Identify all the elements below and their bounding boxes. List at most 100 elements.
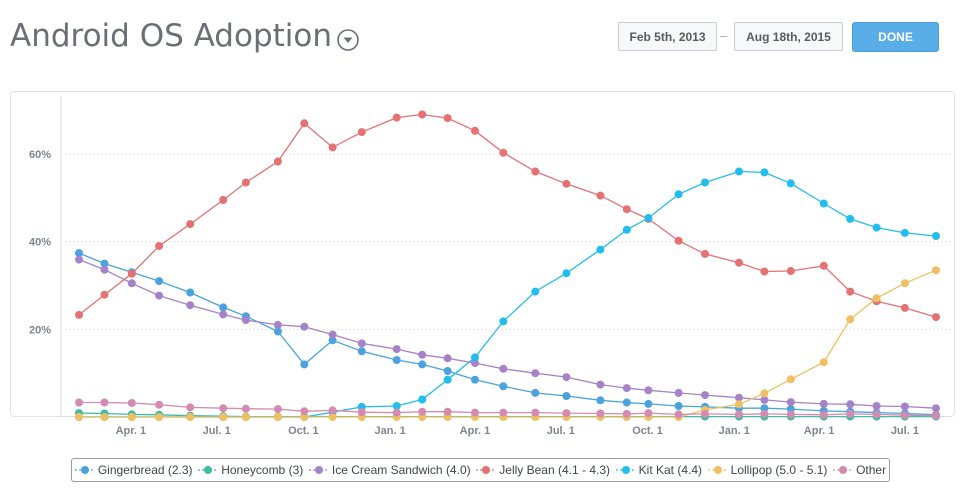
legend-item[interactable]: Ice Cream Sandwich (4.0) (308, 463, 471, 477)
y-tick-label: 60% (29, 149, 51, 161)
data-point (701, 409, 709, 418)
data-point (819, 199, 828, 208)
data-point (155, 242, 164, 250)
data-point (273, 405, 282, 414)
data-point (75, 249, 83, 258)
data-point (127, 279, 136, 288)
legend-swatch-icon (833, 466, 854, 474)
series-line (78, 258, 937, 409)
data-point (273, 327, 282, 336)
series-0 (75, 249, 940, 419)
data-point (622, 205, 631, 214)
end-date-input[interactable]: Aug 18th, 2015 (734, 22, 843, 51)
data-point (872, 223, 881, 232)
data-point (219, 404, 228, 413)
data-point (760, 168, 769, 177)
data-point (499, 364, 508, 373)
y-tick-label: 20% (29, 324, 51, 336)
data-point (186, 403, 195, 412)
data-point (846, 287, 855, 296)
data-point (328, 406, 337, 415)
data-point (186, 413, 195, 421)
data-point (471, 353, 479, 362)
data-point (499, 408, 508, 417)
data-point (596, 409, 605, 418)
legend-item[interactable]: Lollipop (5.0 - 5.1) (707, 463, 827, 477)
legend-swatch-icon (198, 466, 219, 474)
data-point (127, 413, 136, 421)
data-point (872, 402, 881, 410)
data-point (562, 179, 571, 188)
data-point (760, 409, 769, 418)
data-point (100, 290, 109, 299)
data-point (328, 143, 337, 152)
data-point (735, 258, 743, 267)
data-point (735, 400, 743, 409)
data-point (418, 407, 427, 416)
data-point (328, 336, 337, 345)
data-point (900, 411, 909, 420)
data-point (499, 382, 508, 391)
data-point (531, 388, 540, 397)
data-point (328, 330, 337, 339)
done-button[interactable]: DONE (852, 22, 939, 52)
data-point (75, 413, 83, 421)
data-point (300, 322, 309, 331)
data-point (531, 369, 540, 378)
data-point (241, 316, 250, 325)
data-point (219, 196, 228, 204)
data-point (75, 310, 83, 319)
data-point (760, 389, 769, 398)
start-date-input[interactable]: Feb 5th, 2013 (618, 22, 717, 51)
legend-item[interactable]: Jelly Bean (4.1 - 4.3) (476, 463, 610, 477)
data-point (219, 303, 228, 312)
data-point (155, 291, 164, 300)
data-point (819, 410, 828, 419)
data-point (241, 413, 250, 421)
data-point (100, 259, 109, 268)
series-line (78, 252, 937, 416)
data-point (100, 265, 109, 274)
data-point (846, 214, 855, 223)
data-point (471, 359, 479, 368)
adoption-line-chart: 20% 40% 60% Apr. 1 Jul. 1 Oct. 1 Jan. 1 Apr. 1 J… (29, 96, 951, 437)
data-point (701, 391, 709, 400)
legend-item[interactable]: Gingerbread (2.3) (74, 463, 193, 477)
data-point (300, 360, 309, 369)
data-point (932, 404, 940, 413)
legend-label: Honeycomb (3) (221, 463, 304, 477)
data-point (644, 214, 653, 222)
data-point (418, 350, 427, 359)
data-point (392, 113, 401, 122)
legend-swatch-icon (476, 466, 497, 474)
legend-swatch-icon (707, 466, 728, 474)
data-point (499, 317, 508, 326)
chevron-down-icon[interactable] (337, 29, 359, 51)
data-point (900, 402, 909, 411)
legend-item[interactable]: Other (833, 463, 886, 477)
data-point (443, 375, 452, 384)
data-point (443, 354, 452, 363)
data-point (531, 287, 540, 296)
x-tick-label: Jul. 1 (203, 425, 231, 437)
data-point (819, 261, 828, 270)
data-point (900, 279, 909, 288)
data-point (219, 413, 228, 421)
data-point (100, 398, 109, 407)
series-4 (75, 167, 940, 421)
data-point (932, 313, 940, 322)
data-point (872, 294, 881, 303)
data-point (357, 128, 366, 137)
legend-label: Jelly Bean (4.1 - 4.3) (499, 463, 610, 477)
legend-label: Ice Cream Sandwich (4.0) (331, 463, 471, 477)
series-line (79, 401, 937, 417)
legend-item[interactable]: Honeycomb (3) (198, 463, 303, 477)
data-point (418, 110, 427, 119)
legend-label: Gingerbread (2.3) (97, 463, 193, 477)
data-point (596, 396, 605, 405)
page-title: Android OS Adoption (10, 18, 333, 54)
data-point (786, 375, 795, 384)
data-point (786, 410, 795, 419)
legend-item[interactable]: Kit Kat (4.4) (615, 463, 702, 477)
data-point (471, 408, 479, 417)
